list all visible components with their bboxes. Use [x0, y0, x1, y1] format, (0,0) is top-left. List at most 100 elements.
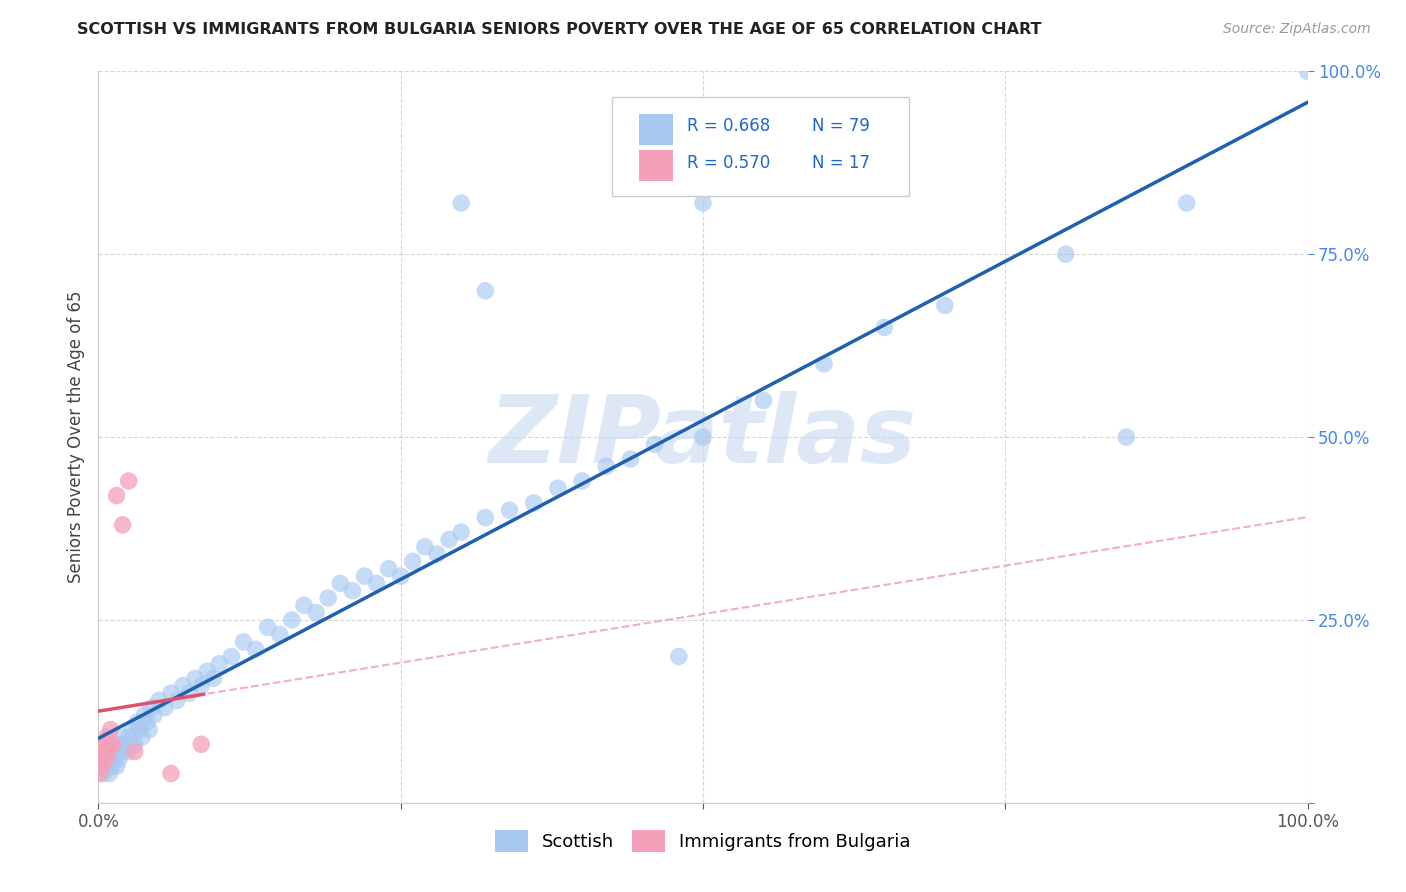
Point [353, 569, 375, 583]
Point [474, 510, 496, 524]
Point [100, 752, 122, 766]
Point [208, 657, 231, 671]
Point [138, 723, 160, 737]
Point [91, 759, 114, 773]
Point [1296, 64, 1319, 78]
Point [644, 437, 666, 451]
Point [377, 562, 399, 576]
Point [160, 766, 183, 780]
Point [813, 357, 835, 371]
Point [752, 393, 775, 408]
Point [474, 284, 496, 298]
Point [232, 635, 254, 649]
Point [97, 745, 120, 759]
Point [91, 766, 114, 780]
Point [118, 474, 141, 488]
Point [121, 723, 143, 737]
Point [292, 599, 315, 613]
Point [143, 708, 166, 723]
Point [692, 196, 714, 211]
Point [93, 737, 115, 751]
Point [571, 474, 593, 488]
Point [190, 679, 212, 693]
Point [124, 737, 146, 751]
Point [619, 452, 641, 467]
Point [101, 745, 124, 759]
Point [89, 766, 111, 780]
Point [202, 672, 225, 686]
Point [413, 540, 436, 554]
Point [131, 730, 153, 744]
Point [426, 547, 449, 561]
Point [94, 752, 117, 766]
Point [124, 745, 146, 759]
Point [101, 737, 124, 751]
Point [184, 672, 207, 686]
Point [342, 583, 364, 598]
Point [668, 649, 690, 664]
Point [90, 752, 112, 766]
Point [329, 576, 352, 591]
Point [118, 730, 141, 744]
Legend: Scottish, Immigrants from Bulgaria: Scottish, Immigrants from Bulgaria [488, 823, 918, 860]
Point [117, 745, 139, 759]
Point [97, 745, 120, 759]
Point [190, 737, 212, 751]
Point [111, 730, 134, 744]
Point [179, 686, 201, 700]
Point [195, 664, 218, 678]
Point [100, 723, 122, 737]
Point [595, 459, 617, 474]
Text: R = 0.668: R = 0.668 [688, 117, 770, 136]
Point [450, 196, 472, 211]
Point [91, 745, 114, 759]
Point [221, 649, 243, 664]
Point [103, 752, 125, 766]
Point [498, 503, 520, 517]
Point [153, 700, 176, 714]
Point [105, 489, 128, 503]
Point [172, 679, 194, 693]
Point [148, 693, 170, 707]
Point [134, 708, 156, 723]
Point [245, 642, 267, 657]
Text: SCOTTISH VS IMMIGRANTS FROM BULGARIA SENIORS POVERTY OVER THE AGE OF 65 CORRELAT: SCOTTISH VS IMMIGRANTS FROM BULGARIA SEN… [77, 22, 1042, 37]
Point [100, 759, 122, 773]
Point [1054, 247, 1077, 261]
Point [389, 569, 412, 583]
Point [98, 737, 121, 751]
Text: N = 79: N = 79 [811, 117, 870, 136]
Point [316, 591, 339, 605]
Text: R = 0.570: R = 0.570 [688, 153, 770, 172]
Text: Source: ZipAtlas.com: Source: ZipAtlas.com [1223, 22, 1371, 37]
Point [93, 737, 115, 751]
Point [127, 715, 149, 730]
Point [141, 700, 163, 714]
Point [96, 730, 118, 744]
Point [366, 576, 388, 591]
Point [96, 759, 118, 773]
Text: ZIPatlas: ZIPatlas [489, 391, 917, 483]
Point [98, 766, 121, 780]
Point [523, 496, 546, 510]
Point [281, 613, 304, 627]
Point [135, 715, 157, 730]
Point [873, 320, 896, 334]
FancyBboxPatch shape [638, 151, 673, 181]
Point [269, 627, 291, 641]
Point [934, 298, 956, 312]
Point [437, 533, 460, 547]
Point [111, 517, 134, 532]
Point [110, 745, 132, 759]
Point [450, 525, 472, 540]
Point [104, 737, 127, 751]
Point [90, 752, 112, 766]
Point [305, 606, 328, 620]
Point [107, 745, 129, 759]
Point [105, 759, 128, 773]
Point [94, 752, 117, 766]
Point [108, 752, 131, 766]
Point [114, 737, 136, 751]
Point [1115, 430, 1137, 444]
Y-axis label: Seniors Poverty Over the Age of 65: Seniors Poverty Over the Age of 65 [66, 291, 84, 583]
